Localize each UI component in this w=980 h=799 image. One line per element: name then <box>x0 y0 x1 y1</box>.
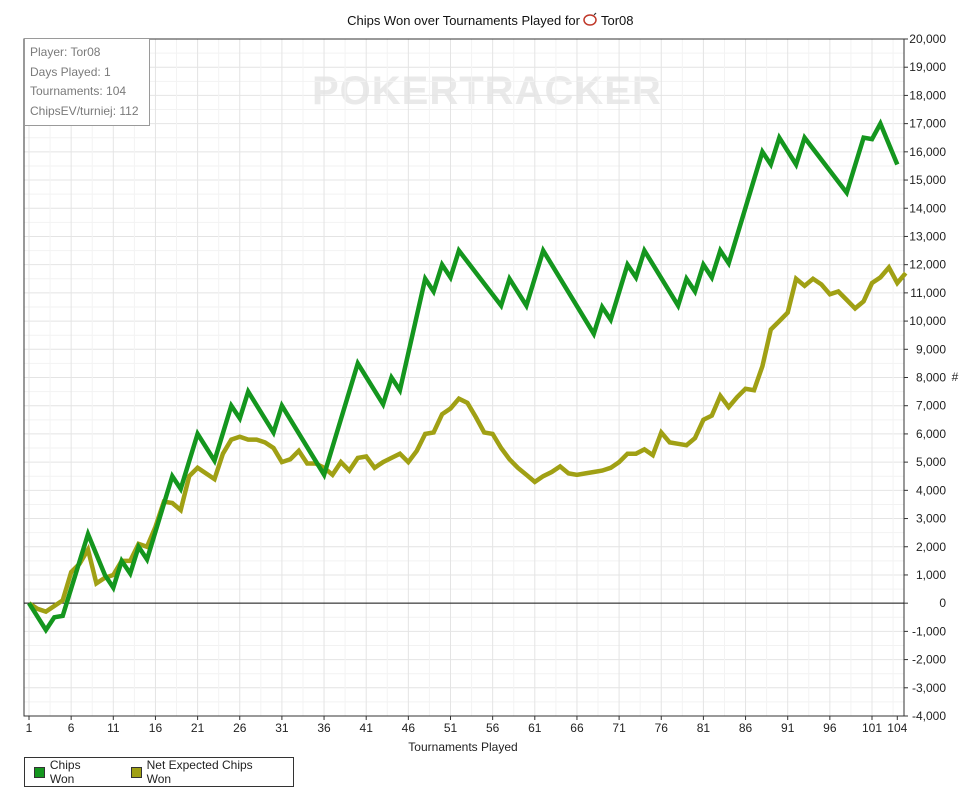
y-tick-label: 1,000 <box>916 568 946 582</box>
x-tick-label: 6 <box>68 721 75 735</box>
y-tick-label: 14,000 <box>909 201 946 215</box>
x-tick-label: 71 <box>612 721 626 735</box>
player-flag-icon <box>583 12 597 26</box>
legend-label-chips-won: Chips Won <box>49 758 81 786</box>
legend-swatch-net-expected <box>130 766 142 778</box>
x-tick-label: 51 <box>444 721 458 735</box>
y-tick-label: 5,000 <box>916 455 946 469</box>
y-tick-label: -3,000 <box>912 681 946 695</box>
x-tick-label: 36 <box>317 721 331 735</box>
x-tick-label: 56 <box>486 721 500 735</box>
x-tick-label: 81 <box>697 721 711 735</box>
stats-box: Player: Tor08 Days Played: 1 Tournaments… <box>24 38 150 126</box>
y-tick-label: 19,000 <box>909 60 946 74</box>
y-tick-label: 7,000 <box>916 399 946 413</box>
y-tick-label: 12,000 <box>909 258 946 272</box>
y-tick-label: 11,000 <box>910 286 946 300</box>
x-axis-title: Tournaments Played <box>408 740 517 754</box>
legend-item-net-expected[interactable]: Net Expected Chips Won <box>130 758 279 786</box>
y-tick-label: 15,000 <box>909 173 946 187</box>
legend-label-net-expected: Net Expected Chips Won <box>146 758 253 786</box>
x-tick-label: 11 <box>107 721 120 735</box>
legend: Chips Won Net Expected Chips Won <box>24 757 294 787</box>
stats-tournaments: Tournaments: 104 <box>30 84 127 98</box>
x-tick-label: 91 <box>781 721 795 735</box>
x-tick-label: 61 <box>528 721 542 735</box>
player-name: Tor08 <box>601 13 634 28</box>
stats-player: Player: Tor08 <box>30 45 101 59</box>
y-tick-label: 8,000 <box>916 371 946 385</box>
y-tick-label: 13,000 <box>909 229 946 243</box>
x-tick-label: 26 <box>233 721 247 735</box>
x-tick-label: 41 <box>360 721 374 735</box>
y-tick-label: 18,000 <box>909 88 946 102</box>
legend-swatch-chips-won <box>34 766 45 778</box>
y-tick-label: -1,000 <box>912 624 946 638</box>
x-tick-label: 66 <box>570 721 584 735</box>
x-tick-label: 101 <box>862 721 882 735</box>
y-axis-title: # <box>952 370 959 384</box>
series-line-chips-won <box>27 118 900 635</box>
x-tick-label: 21 <box>191 721 205 735</box>
x-tick-label: 76 <box>655 721 669 735</box>
y-tick-label: 0 <box>939 596 946 610</box>
y-tick-label: 17,000 <box>909 117 946 131</box>
y-tick-label: -4,000 <box>912 709 946 723</box>
x-tick-label: 1 <box>26 721 33 735</box>
stats-chips-ev: ChipsEV/turniej: 112 <box>30 103 139 118</box>
y-tick-label: 2,000 <box>916 540 946 554</box>
x-tick-label: 86 <box>739 721 753 735</box>
x-tick-label: 104 <box>887 721 907 735</box>
y-tick-label: 6,000 <box>916 427 946 441</box>
x-tick-label: 31 <box>275 721 289 735</box>
stats-days-played: Days Played: 1 <box>30 64 111 79</box>
watermark: POKERTRACKER <box>312 69 662 113</box>
y-tick-label: 16,000 <box>909 145 946 159</box>
x-tick-label: 96 <box>823 721 837 735</box>
x-tick-label: 46 <box>402 721 416 735</box>
y-tick-label: 3,000 <box>916 512 946 526</box>
y-tick-label: 20,000 <box>909 32 946 46</box>
y-tick-label: 4,000 <box>916 483 946 497</box>
y-tick-label: -2,000 <box>912 653 946 667</box>
legend-item-chips-won[interactable]: Chips Won <box>34 758 108 786</box>
y-tick-label: 9,000 <box>916 342 946 356</box>
chart-title: Chips Won over Tournaments Played for <box>347 13 581 28</box>
y-tick-label: 10,000 <box>909 314 946 328</box>
series-line-net-expected <box>27 263 908 615</box>
x-tick-label: 16 <box>149 721 163 735</box>
